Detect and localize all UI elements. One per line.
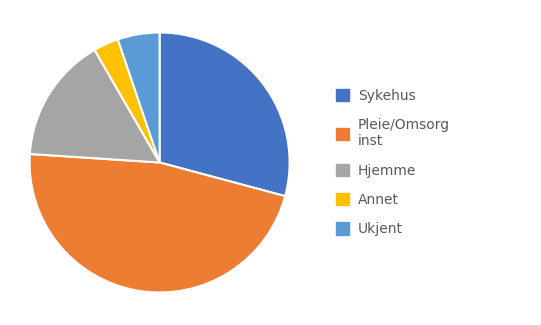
Wedge shape bbox=[118, 32, 160, 162]
Wedge shape bbox=[30, 50, 160, 162]
Legend: Sykehus, Pleie/Omsorg
inst, Hjemme, Annet, Ukjent: Sykehus, Pleie/Omsorg inst, Hjemme, Anne… bbox=[335, 89, 450, 236]
Wedge shape bbox=[160, 32, 289, 196]
Wedge shape bbox=[30, 154, 285, 292]
Wedge shape bbox=[95, 39, 160, 162]
